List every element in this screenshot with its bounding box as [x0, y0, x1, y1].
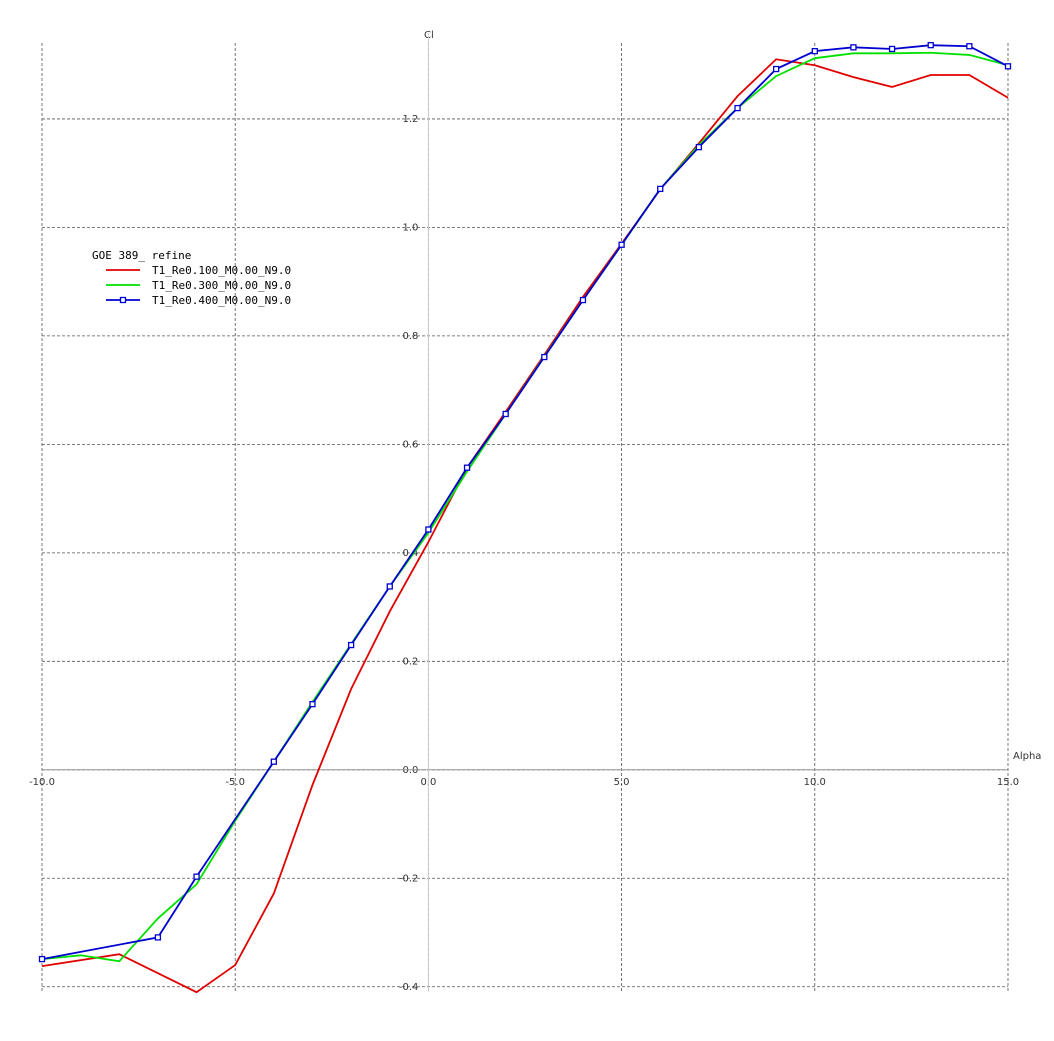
y-tick-label: 1.2 — [402, 114, 418, 125]
point-marker — [579, 296, 587, 304]
x-axis-label: Alpha — [1013, 751, 1041, 762]
point-marker — [463, 464, 471, 471]
legend-label: T1_Re0.100_M0.00_N9.0 — [152, 264, 291, 277]
point-marker — [270, 758, 277, 765]
y-tick-label: 0.4 — [402, 548, 418, 559]
point-marker — [657, 185, 664, 193]
y-tick-label: 0.6 — [402, 439, 418, 450]
legend-label: T1_Re0.300_M0.00_N9.0 — [152, 279, 291, 292]
legend-marker — [119, 296, 127, 304]
point-marker — [386, 583, 393, 590]
point-marker — [618, 241, 625, 248]
y-tick-label: 0.8 — [402, 331, 418, 342]
y-tick-label: -0.4 — [399, 982, 419, 993]
point-marker — [347, 641, 355, 649]
point-marker — [1004, 63, 1012, 70]
x-tick-label: -10.0 — [29, 777, 55, 788]
point-marker — [773, 65, 780, 73]
point-marker — [309, 701, 316, 708]
point-marker — [541, 353, 548, 361]
x-tick-label: 15.0 — [997, 777, 1019, 788]
point-marker — [502, 410, 509, 418]
series-line — [41, 44, 1009, 960]
point-marker — [425, 526, 432, 533]
point-marker — [193, 873, 200, 880]
point-marker — [850, 44, 857, 51]
point-marker — [734, 104, 741, 112]
x-tick-label: 10.0 — [804, 777, 826, 788]
point-marker — [927, 42, 934, 49]
x-tick-label: 5.0 — [614, 777, 630, 788]
point-marker — [695, 143, 703, 151]
legend-label: T1_Re0.400_M0.00_N9.0 — [152, 294, 291, 307]
legend-title: GOE 389_ refine — [92, 249, 191, 262]
series-line — [41, 51, 1009, 963]
point-marker — [154, 934, 162, 941]
x-tick-label: -5.0 — [225, 777, 245, 788]
y-tick-label: 1.0 — [402, 222, 418, 233]
point-marker — [888, 45, 896, 53]
y-tick-label: -0.2 — [399, 873, 419, 884]
point-marker — [811, 47, 818, 55]
point-marker — [966, 43, 973, 50]
series-line — [41, 58, 1009, 994]
y-tick-label: 0.2 — [402, 656, 418, 667]
point-marker — [38, 955, 46, 963]
